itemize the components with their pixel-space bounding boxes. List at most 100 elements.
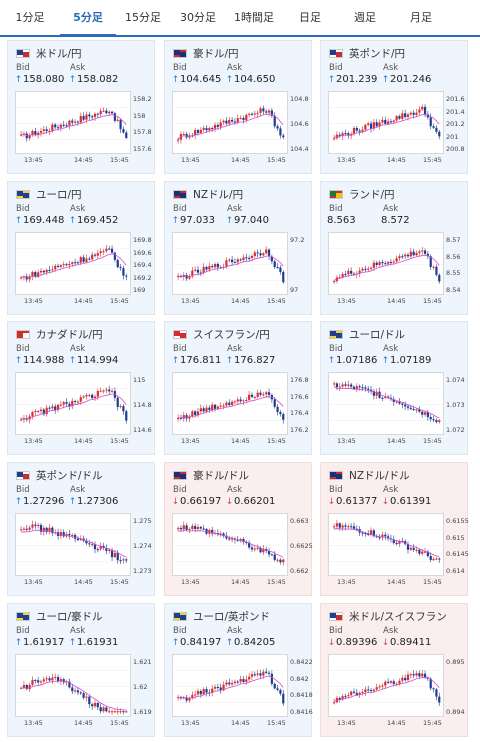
candle [194,526,197,529]
candle [177,276,180,278]
currency-card[interactable]: NZドル/ドル Bid Ask ↓0.61377 ↓0.61391 0.6155 0.615… [320,462,469,596]
tab-15分足[interactable]: 15分足 [125,11,161,24]
candle [125,411,128,421]
candle [239,539,242,541]
candle [355,692,358,695]
pair-name-link[interactable]: スイスフラン/円 [193,328,270,341]
candlestick-chart[interactable]: 0.6155 0.615 0.6145 0.614 13:45 14:45 15:45 [328,513,469,593]
tab-1分足[interactable]: 1分足 [15,11,45,24]
candlestick-chart[interactable]: 1.621 1.62 1.619 13:45 14:45 15:45 [15,654,152,734]
candle [256,252,259,254]
pair-name-link[interactable]: 米ドル/スイスフラン [349,610,447,623]
candle [421,673,424,677]
pair-name-link[interactable]: 豪ドル/ドル [193,469,250,482]
currency-card[interactable]: 米ドル/スイスフラン Bid Ask ↓0.89396 ↓0.89411 0.895 0.8… [320,603,468,737]
candlestick-chart[interactable]: 0.895 0.894 13:45 14:45 15:45 [328,654,465,734]
candle [28,527,31,530]
ask-value: 176.827 [234,355,276,366]
candlestick-chart[interactable]: 176.8 176.6 176.4 176.2 13:45 14:45 15:45 [172,372,309,452]
pair-name-link[interactable]: ランド/円 [349,188,395,201]
candlestick-chart[interactable]: 0.8422 0.842 0.8418 0.8416 13:45 14:45 15:45 [172,654,313,734]
candle [344,696,347,698]
candle [119,560,122,562]
candle [347,526,350,528]
pair-name-link[interactable]: ユーロ/ドル [349,328,406,341]
bid-label: Bid [16,344,30,354]
pair-name-link[interactable]: 英ポンド/ドル [36,469,103,482]
candlestick-chart[interactable]: 8.57 8.56 8.55 8.54 13:45 14:45 15:45 [328,232,463,312]
x-tick-label: 15:45 [423,578,442,586]
candlestick-chart[interactable]: 1.074 1.073 1.072 13:45 14:45 15:45 [328,372,465,452]
currency-card[interactable]: カナダドル/円 Bid Ask ↑114.988 ↑114.994 115 114.8 114… [7,321,155,455]
candle [358,692,361,695]
currency-card[interactable]: ユーロ/円 Bid Ask ↑169.448 ↑169.452 169.8 169.6 169… [7,181,155,315]
candle [372,122,375,129]
arrow-up-icon: ↑ [14,638,23,648]
tab-1時間足[interactable]: 1時間足 [234,11,274,24]
currency-card[interactable]: ユーロ/英ポンド Bid Ask ↑0.84197 ↑0.84205 0.8422 0.84… [164,603,313,737]
candlestick-chart[interactable]: 1.275 1.274 1.273 13:45 14:45 15:45 [15,513,152,593]
candle [37,411,40,413]
candle [93,113,97,118]
currency-card[interactable]: 英ポンド/円 Bid Ask ↑201.239 ↑201.246 201.6 201.4 20… [320,40,468,174]
tab-日足[interactable]: 日足 [299,11,321,24]
candlestick-chart[interactable]: 158.2 158 157.8 157.6 13:45 14:45 15:45 [15,91,152,171]
candle [421,551,424,554]
pair-name-link[interactable]: 米ドル/円 [36,47,82,60]
moving-average-line [20,393,127,420]
candle [45,678,48,680]
pair-name-link[interactable]: NZドル/円 [193,188,244,201]
candle [91,394,94,399]
candle [387,261,390,264]
arrow-up-icon: ↑ [327,356,336,366]
currency-card[interactable]: 英ポンド/ドル Bid Ask ↑1.27296 ↑1.27306 1.275 1.274 1… [7,462,155,596]
pair-name-link[interactable]: カナダドル/円 [36,328,103,341]
pair-name-link[interactable]: ユーロ/豪ドル [36,610,103,623]
candlestick-chart[interactable]: 115 114.8 114.6 13:45 14:45 15:45 [15,372,152,452]
arrow-down-icon: ↓ [381,638,390,648]
flag-eu-icon [329,329,343,339]
pair-name-link[interactable]: 豪ドル/円 [193,47,239,60]
currency-card[interactable]: ランド/円 Bid Ask 8.563 8.572 8.57 8.56 8.55 8.54 13:… [320,181,468,315]
tab-30分足[interactable]: 30分足 [180,11,216,24]
currency-card[interactable]: ユーロ/ドル Bid Ask ↑1.07186 ↑1.07189 1.074 1.073 1.… [320,321,468,455]
y-tick-label: 104.8 [290,95,309,103]
candlestick-chart[interactable]: 97.2 97 13:45 14:45 15:45 [172,232,307,312]
currency-card[interactable]: NZドル/円 Bid Ask ↑97.033 ↑97.040 97.2 97 13:45 14:… [164,181,312,315]
candle [191,270,194,277]
candle [88,543,91,545]
tab-5分足[interactable]: 5分足 [60,0,116,37]
currency-card[interactable]: スイスフラン/円 Bid Ask ↑176.811 ↑176.827 176.8 176.6… [164,321,312,455]
candle [225,402,228,406]
chart-plot-area [15,91,132,154]
candlestick-chart[interactable]: 201.6 201.4 201.2 201 200.8 13:45 14:45 15:45 [328,91,465,171]
candle [231,401,234,405]
pair-name-link[interactable]: ユーロ/英ポンド [193,610,271,623]
candle [381,262,384,264]
ask-price: ↑169.452 [68,215,119,226]
candle [387,121,390,124]
candle [250,394,254,397]
candle [384,396,387,398]
candle [110,549,114,558]
pair-name-link[interactable]: ユーロ/円 [36,188,82,201]
candle [253,674,256,676]
candle [25,133,28,139]
currency-card[interactable]: 米ドル/円 Bid Ask ↑158.080 ↑158.082 158.2 158 157.8… [7,40,155,174]
candle [20,687,23,689]
tab-月足[interactable]: 月足 [410,11,432,24]
currency-card[interactable]: 豪ドル/ドル Bid Ask ↓0.66197 ↓0.66201 0.663 0.6625 0… [164,462,313,596]
candle [108,111,111,114]
candle [262,671,265,676]
candlestick-chart[interactable]: 104.8 104.6 104.4 13:45 14:45 15:45 [172,91,309,171]
tab-週足[interactable]: 週足 [354,11,376,24]
pair-name-link[interactable]: 英ポンド/円 [349,47,406,60]
y-tick-label: 176.6 [290,392,309,401]
currency-card[interactable]: 豪ドル/円 Bid Ask ↑104.645 ↑104.650 104.8 104.6 104… [164,40,312,174]
pair-name-link[interactable]: NZドル/ドル [349,469,410,482]
candle [102,110,105,112]
candlestick-chart[interactable]: 169.8 169.6 169.4 169.2 169 13:45 14:45 15:45 [15,232,152,312]
candlestick-chart[interactable]: 0.663 0.6625 0.662 13:45 14:45 15:45 [172,513,313,593]
bid-value: 201.239 [336,74,378,85]
currency-card[interactable]: ユーロ/豪ドル Bid Ask ↑1.61917 ↑1.61931 1.621 1.62 1.… [7,603,155,737]
